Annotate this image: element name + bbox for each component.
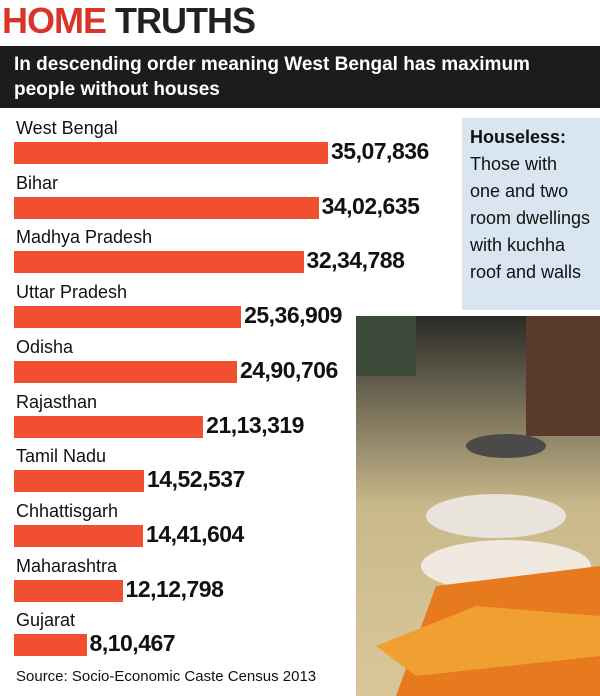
value-label: 34,02,635	[321, 192, 420, 219]
category-label: Tamil Nadu	[16, 446, 107, 467]
note-title: Houseless:	[470, 127, 567, 147]
value-label: 8,10,467	[89, 630, 176, 657]
orange-sheet	[376, 606, 600, 676]
value-label: 32,34,788	[306, 247, 405, 274]
bar	[14, 634, 87, 657]
bar	[14, 415, 204, 438]
value-label: 35,07,836	[331, 138, 429, 164]
category-label: Maharashtra	[16, 555, 118, 576]
category-label: Gujarat	[16, 610, 76, 631]
bar	[14, 524, 144, 547]
bar	[14, 579, 123, 602]
bar	[14, 470, 145, 493]
chart-title: HOME TRUTHS	[2, 0, 256, 41]
bar	[14, 360, 237, 383]
category-label: Uttar Pradesh	[16, 282, 128, 303]
category-label: Rajasthan	[16, 391, 98, 412]
chart-subtitle: In descending order meaning West Bengal …	[0, 46, 600, 108]
value-label: 24,90,706	[239, 356, 338, 383]
source: Source: Socio-Economic Caste Census 2013	[16, 668, 317, 685]
value-label: 14,52,537	[147, 466, 245, 493]
value-label: 14,41,604	[146, 520, 244, 547]
bar	[14, 196, 319, 219]
note-text: Those with one and two room dwellings wi…	[470, 154, 591, 282]
category-label: West Bengal	[16, 118, 118, 138]
value-label: 12,12,798	[125, 575, 224, 602]
note-box: Houseless: Those with one and two room d…	[462, 118, 600, 310]
sleeper	[426, 494, 566, 538]
category-label: Bihar	[16, 172, 59, 193]
building	[526, 316, 600, 436]
photo	[356, 316, 600, 696]
photo-art	[356, 316, 600, 696]
bar	[14, 142, 328, 164]
category-label: Chhattisgarh	[16, 500, 119, 521]
category-label: Madhya Pradesh	[16, 227, 153, 248]
sleeper	[466, 434, 546, 458]
stall	[356, 316, 416, 376]
value-label: 25,36,909	[244, 302, 342, 329]
bar	[14, 306, 242, 329]
category-label: Odisha	[16, 336, 74, 357]
bar	[14, 251, 304, 274]
value-label: 21,13,319	[206, 411, 304, 438]
